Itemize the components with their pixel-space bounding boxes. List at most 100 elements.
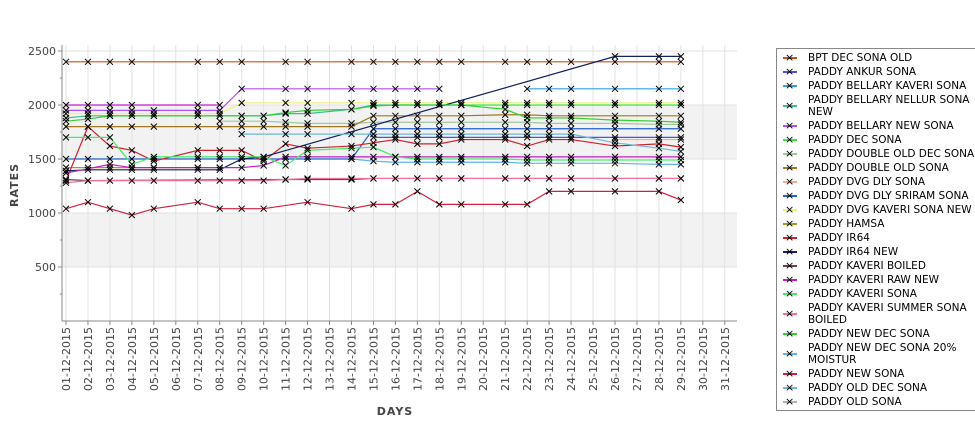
- data-point: [370, 58, 377, 66]
- data-point: [435, 125, 443, 133]
- series-line-17: [65, 177, 681, 184]
- data-point: [238, 205, 246, 213]
- data-point: [150, 123, 158, 130]
- legend-item: × PADDY BELLARY NEW SONA: [777, 119, 975, 132]
- data-point: [106, 112, 114, 120]
- data-point: [392, 101, 399, 109]
- data-point: [523, 125, 531, 133]
- data-point: [414, 101, 421, 109]
- data-point: [501, 153, 509, 161]
- data-point: [304, 144, 311, 152]
- legend-swatch-icon: ×: [783, 273, 797, 286]
- data-point: [128, 166, 136, 174]
- data-point: [457, 99, 465, 107]
- data-point: [392, 58, 399, 66]
- legend-label: PADDY KAVERI RAW NEW: [808, 274, 940, 286]
- data-point: [677, 175, 685, 182]
- data-point: [677, 53, 685, 60]
- data-point: [370, 143, 377, 151]
- data-point: [304, 107, 311, 114]
- data-point: [62, 176, 70, 183]
- data-point: [348, 205, 355, 213]
- x-tick-label: 24-12-2015: [565, 327, 578, 391]
- data-point: [611, 136, 619, 143]
- data-point: [370, 157, 377, 165]
- data-point: [128, 211, 136, 219]
- data-point: [62, 123, 70, 130]
- data-point: [260, 117, 267, 125]
- data-point: [523, 175, 531, 182]
- data-point: [611, 120, 619, 127]
- data-point: [304, 123, 311, 130]
- data-point: [523, 153, 531, 161]
- data-point: [194, 101, 202, 109]
- data-point: [435, 58, 443, 66]
- data-point: [457, 130, 465, 138]
- legend-item: × PADDY ANKUR SONA: [777, 65, 975, 78]
- data-point: [62, 205, 70, 213]
- data-point: [501, 125, 509, 133]
- data-point: [392, 85, 399, 93]
- data-point: [414, 99, 421, 107]
- data-point: [216, 153, 224, 161]
- legend-label: PADDY KAVERI SONA: [808, 288, 917, 300]
- data-point: [501, 134, 509, 141]
- data-point: [655, 112, 663, 120]
- data-point: [414, 155, 421, 163]
- data-point: [392, 125, 399, 133]
- data-point: [194, 153, 202, 161]
- legend-label: PADDY IR64 NEW: [808, 246, 899, 258]
- data-point: [655, 99, 663, 107]
- x-tick-label: 30-12-2015: [697, 327, 710, 391]
- data-point: [84, 155, 92, 163]
- data-point: [435, 155, 443, 163]
- data-point: [501, 130, 509, 138]
- data-point: [677, 148, 685, 155]
- data-point: [216, 112, 224, 120]
- data-point: [238, 117, 246, 125]
- legend-label: PADDY NEW SONA: [808, 368, 905, 380]
- data-point: [677, 161, 685, 168]
- data-point: [106, 58, 114, 66]
- data-point: [194, 110, 202, 117]
- data-point: [611, 175, 619, 182]
- x-tick-label: 22-12-2015: [521, 327, 534, 391]
- data-point: [370, 175, 377, 182]
- x-tick-label: 27-12-2015: [631, 327, 644, 391]
- data-point: [370, 201, 377, 208]
- data-point: [611, 58, 619, 66]
- data-point: [62, 110, 70, 117]
- data-point: [392, 201, 399, 208]
- legend-label: PADDY DVG DLY SONA: [808, 176, 926, 188]
- data-point: [128, 177, 136, 184]
- legend-swatch-icon: ×: [783, 395, 797, 408]
- x-tick-label: 18-12-2015: [433, 327, 446, 391]
- data-point: [194, 58, 202, 66]
- x-tick-label: 08-12-2015: [214, 327, 227, 391]
- x-tick-label: 10-12-2015: [258, 327, 271, 391]
- x-tick-label: 01-12-2015: [60, 327, 73, 391]
- data-point: [392, 153, 399, 161]
- data-point: [567, 112, 575, 120]
- data-point: [457, 134, 465, 141]
- data-point: [435, 153, 443, 161]
- legend-item: × PADDY OLD DEC SONA: [777, 381, 975, 394]
- data-point: [62, 107, 70, 114]
- data-point: [414, 118, 421, 126]
- data-point: [545, 85, 553, 93]
- data-point: [611, 125, 619, 133]
- data-point: [545, 130, 553, 138]
- data-point: [216, 177, 224, 184]
- data-point: [414, 85, 421, 93]
- data-point: [677, 196, 685, 204]
- data-point: [457, 112, 465, 120]
- data-point: [457, 155, 465, 163]
- data-point: [523, 111, 531, 119]
- data-point: [304, 176, 311, 183]
- data-point: [435, 118, 443, 126]
- data-point: [523, 85, 531, 93]
- data-point: [150, 107, 158, 114]
- data-point: [106, 110, 114, 117]
- data-point: [611, 53, 619, 60]
- data-point: [501, 105, 509, 113]
